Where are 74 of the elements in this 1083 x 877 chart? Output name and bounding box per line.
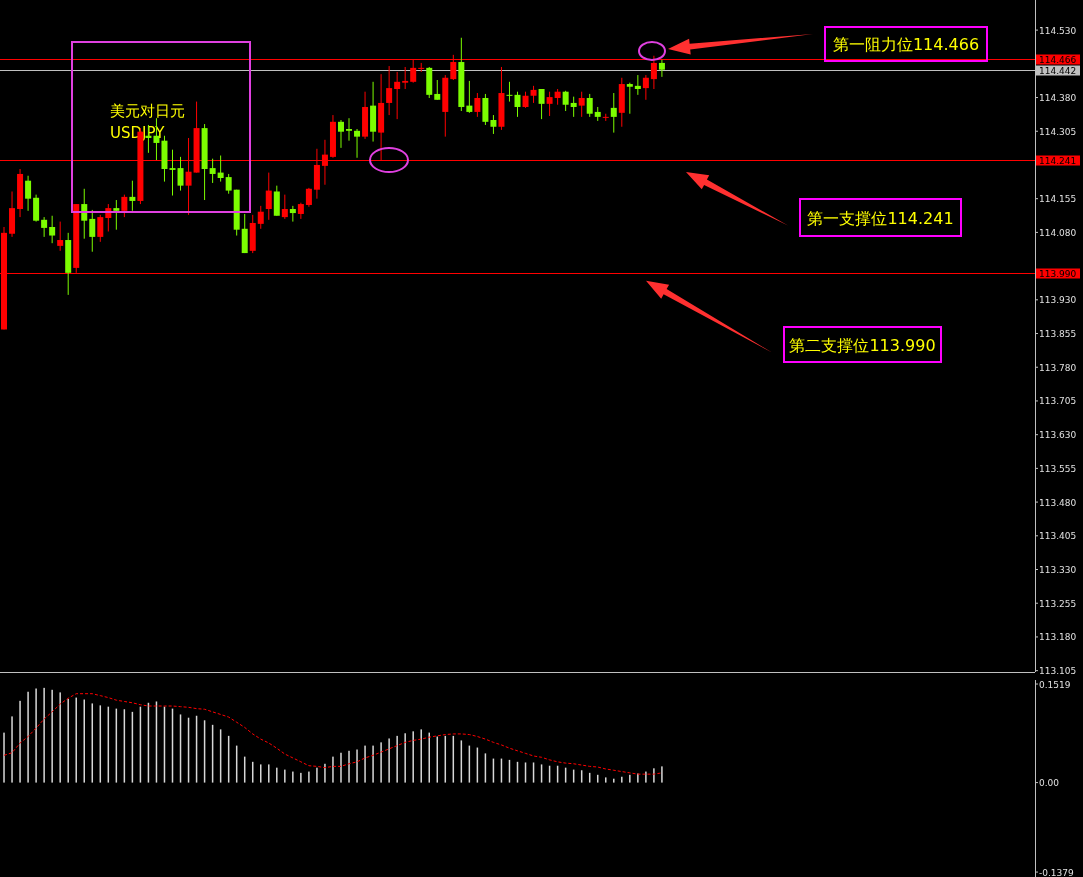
- y-tick-label: 113.255: [1039, 598, 1077, 609]
- y-tick-label: 114.380: [1039, 93, 1077, 104]
- y-tick-label: 113.930: [1039, 295, 1077, 306]
- candlestick: [474, 92, 481, 118]
- candlestick: [394, 71, 401, 120]
- candlestick: [129, 180, 136, 212]
- candlestick: [337, 119, 344, 149]
- y-tick-label: 113.780: [1039, 362, 1077, 373]
- candlestick: [217, 155, 224, 183]
- annotation: 第一阻力位114.466: [832, 35, 980, 54]
- y-tick-label: 113.555: [1039, 463, 1077, 474]
- y-tick-label: 113.105: [1039, 666, 1077, 677]
- candlestick: [402, 66, 409, 90]
- line-series: [3, 693, 663, 775]
- candlestick: [658, 59, 665, 78]
- y-tick-label: 114.155: [1039, 194, 1077, 205]
- candlestick: [257, 205, 264, 230]
- candlestick: [634, 74, 641, 96]
- y-tick-label: 114.305: [1039, 126, 1077, 137]
- y-tick-label: 114.530: [1039, 25, 1077, 36]
- candlestick: [466, 80, 473, 114]
- y-tick-label: 113.480: [1039, 497, 1077, 508]
- y-tick-label: 113.405: [1039, 531, 1077, 542]
- annotation: 第二支撑位113.990: [789, 335, 936, 355]
- ref-line-label: 114.442: [1039, 66, 1077, 76]
- candlestick: [562, 90, 569, 112]
- candlestick: [506, 81, 513, 103]
- y-tick-label: 113.330: [1039, 565, 1077, 576]
- candlestick: [546, 91, 553, 117]
- y-tick-label: 0.00: [1039, 778, 1060, 789]
- annotation: 美元对日元: [110, 102, 185, 120]
- y-tick-label: -0.1379: [1039, 867, 1075, 877]
- candlestick: [354, 128, 361, 159]
- candlestick: [482, 93, 489, 126]
- candlestick: [434, 79, 441, 101]
- y-tick-label: 0.1519: [1039, 679, 1071, 690]
- candlestick: [626, 82, 633, 115]
- candlestick: [514, 91, 521, 118]
- candlestick: [490, 114, 497, 135]
- y-tick-label: 113.705: [1039, 396, 1077, 407]
- candlestick: [610, 92, 617, 134]
- candlestick: [177, 156, 184, 192]
- candlestick: [265, 172, 272, 221]
- candlestick: [346, 117, 353, 142]
- candlestick: [570, 96, 577, 118]
- candlestick: [586, 93, 593, 118]
- candlestick: [113, 199, 120, 231]
- y-tick-label: 113.855: [1039, 329, 1077, 340]
- candlestick: [386, 65, 393, 116]
- candlestick: [305, 187, 312, 208]
- candlestick: [169, 149, 176, 197]
- candlestick: [33, 194, 40, 223]
- y-tick-label: 113.630: [1039, 430, 1077, 441]
- candlestick: [89, 209, 96, 253]
- ref-line-label: 114.241: [1039, 156, 1077, 166]
- annotation: 第一支撑位114.241: [807, 208, 954, 228]
- candlestick: [642, 74, 649, 101]
- y-tick-label: 114.080: [1039, 227, 1077, 238]
- candlestick: [25, 175, 32, 212]
- ref-line-label: 113.990: [1039, 269, 1077, 279]
- candlestick: [281, 194, 288, 220]
- candlestick: [81, 188, 88, 240]
- ref-line-label: 114.466: [1039, 55, 1077, 65]
- candlestick: [57, 221, 64, 252]
- candlestick: [97, 214, 104, 243]
- y-tick-label: 113.180: [1039, 632, 1077, 643]
- candlestick: [209, 158, 216, 184]
- candlestick: [225, 173, 232, 195]
- candlestick: [41, 216, 48, 238]
- candlestick: [650, 55, 657, 90]
- candlestick: [538, 88, 545, 120]
- candlestick: [49, 215, 56, 244]
- candlestick: [121, 194, 128, 218]
- candlestick: [578, 91, 585, 118]
